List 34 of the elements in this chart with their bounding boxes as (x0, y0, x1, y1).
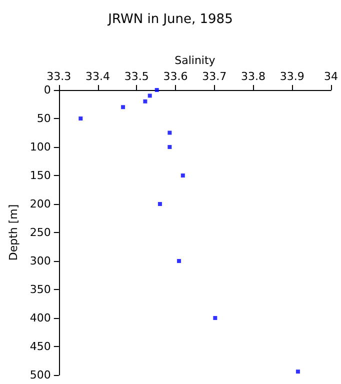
y-tick-label: 0 (44, 84, 51, 96)
y-tick-label: 400 (30, 312, 51, 324)
x-tick-label: 33.8 (241, 70, 266, 83)
y-tick-label: 500 (30, 368, 51, 382)
x-tick-label: 33.4 (86, 70, 110, 83)
point (78, 116, 83, 120)
x-axis-title: Salinity (174, 54, 216, 68)
point (296, 370, 300, 374)
point (168, 130, 172, 135)
point (213, 316, 218, 320)
y-tick-label: 250 (30, 226, 51, 239)
y-tick-label: 50 (36, 112, 51, 125)
x-tick-label: 33.3 (46, 70, 72, 83)
point (154, 88, 159, 92)
chart-title: JRWN in June, 1985 (107, 12, 233, 27)
x-tick-label: 33.7 (202, 70, 227, 83)
point (121, 105, 126, 110)
x-tick-label: 34 (324, 70, 338, 83)
point (177, 259, 182, 263)
x-tick-label: 33.9 (280, 70, 304, 83)
y-axis-title: Depth [m] (7, 204, 20, 261)
x-tick-label: 33.5 (124, 70, 149, 83)
y-tick-label: 200 (30, 198, 51, 210)
x-tick-label: 33.6 (163, 70, 188, 83)
point (180, 174, 185, 178)
point (168, 145, 172, 149)
y-tick-label: 100 (30, 140, 51, 154)
y-tick-label: 450 (30, 340, 51, 353)
point (148, 94, 152, 98)
y-tick-label: 150 (30, 169, 51, 182)
y-tick-label: 300 (30, 254, 51, 268)
y-tick-label: 350 (30, 283, 51, 296)
point (158, 202, 162, 206)
point (143, 99, 148, 104)
